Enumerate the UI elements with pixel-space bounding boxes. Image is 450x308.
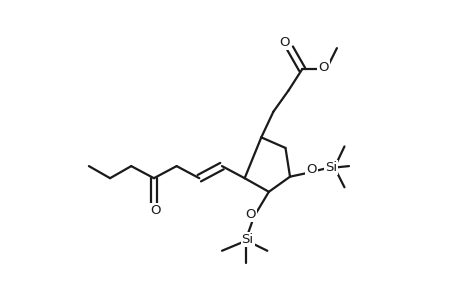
Text: O: O xyxy=(318,61,328,74)
Text: O: O xyxy=(306,163,316,176)
Text: O: O xyxy=(279,36,290,49)
Text: O: O xyxy=(150,204,161,217)
Text: O: O xyxy=(245,208,256,221)
Text: Si: Si xyxy=(242,233,254,246)
Text: Si: Si xyxy=(325,161,337,174)
